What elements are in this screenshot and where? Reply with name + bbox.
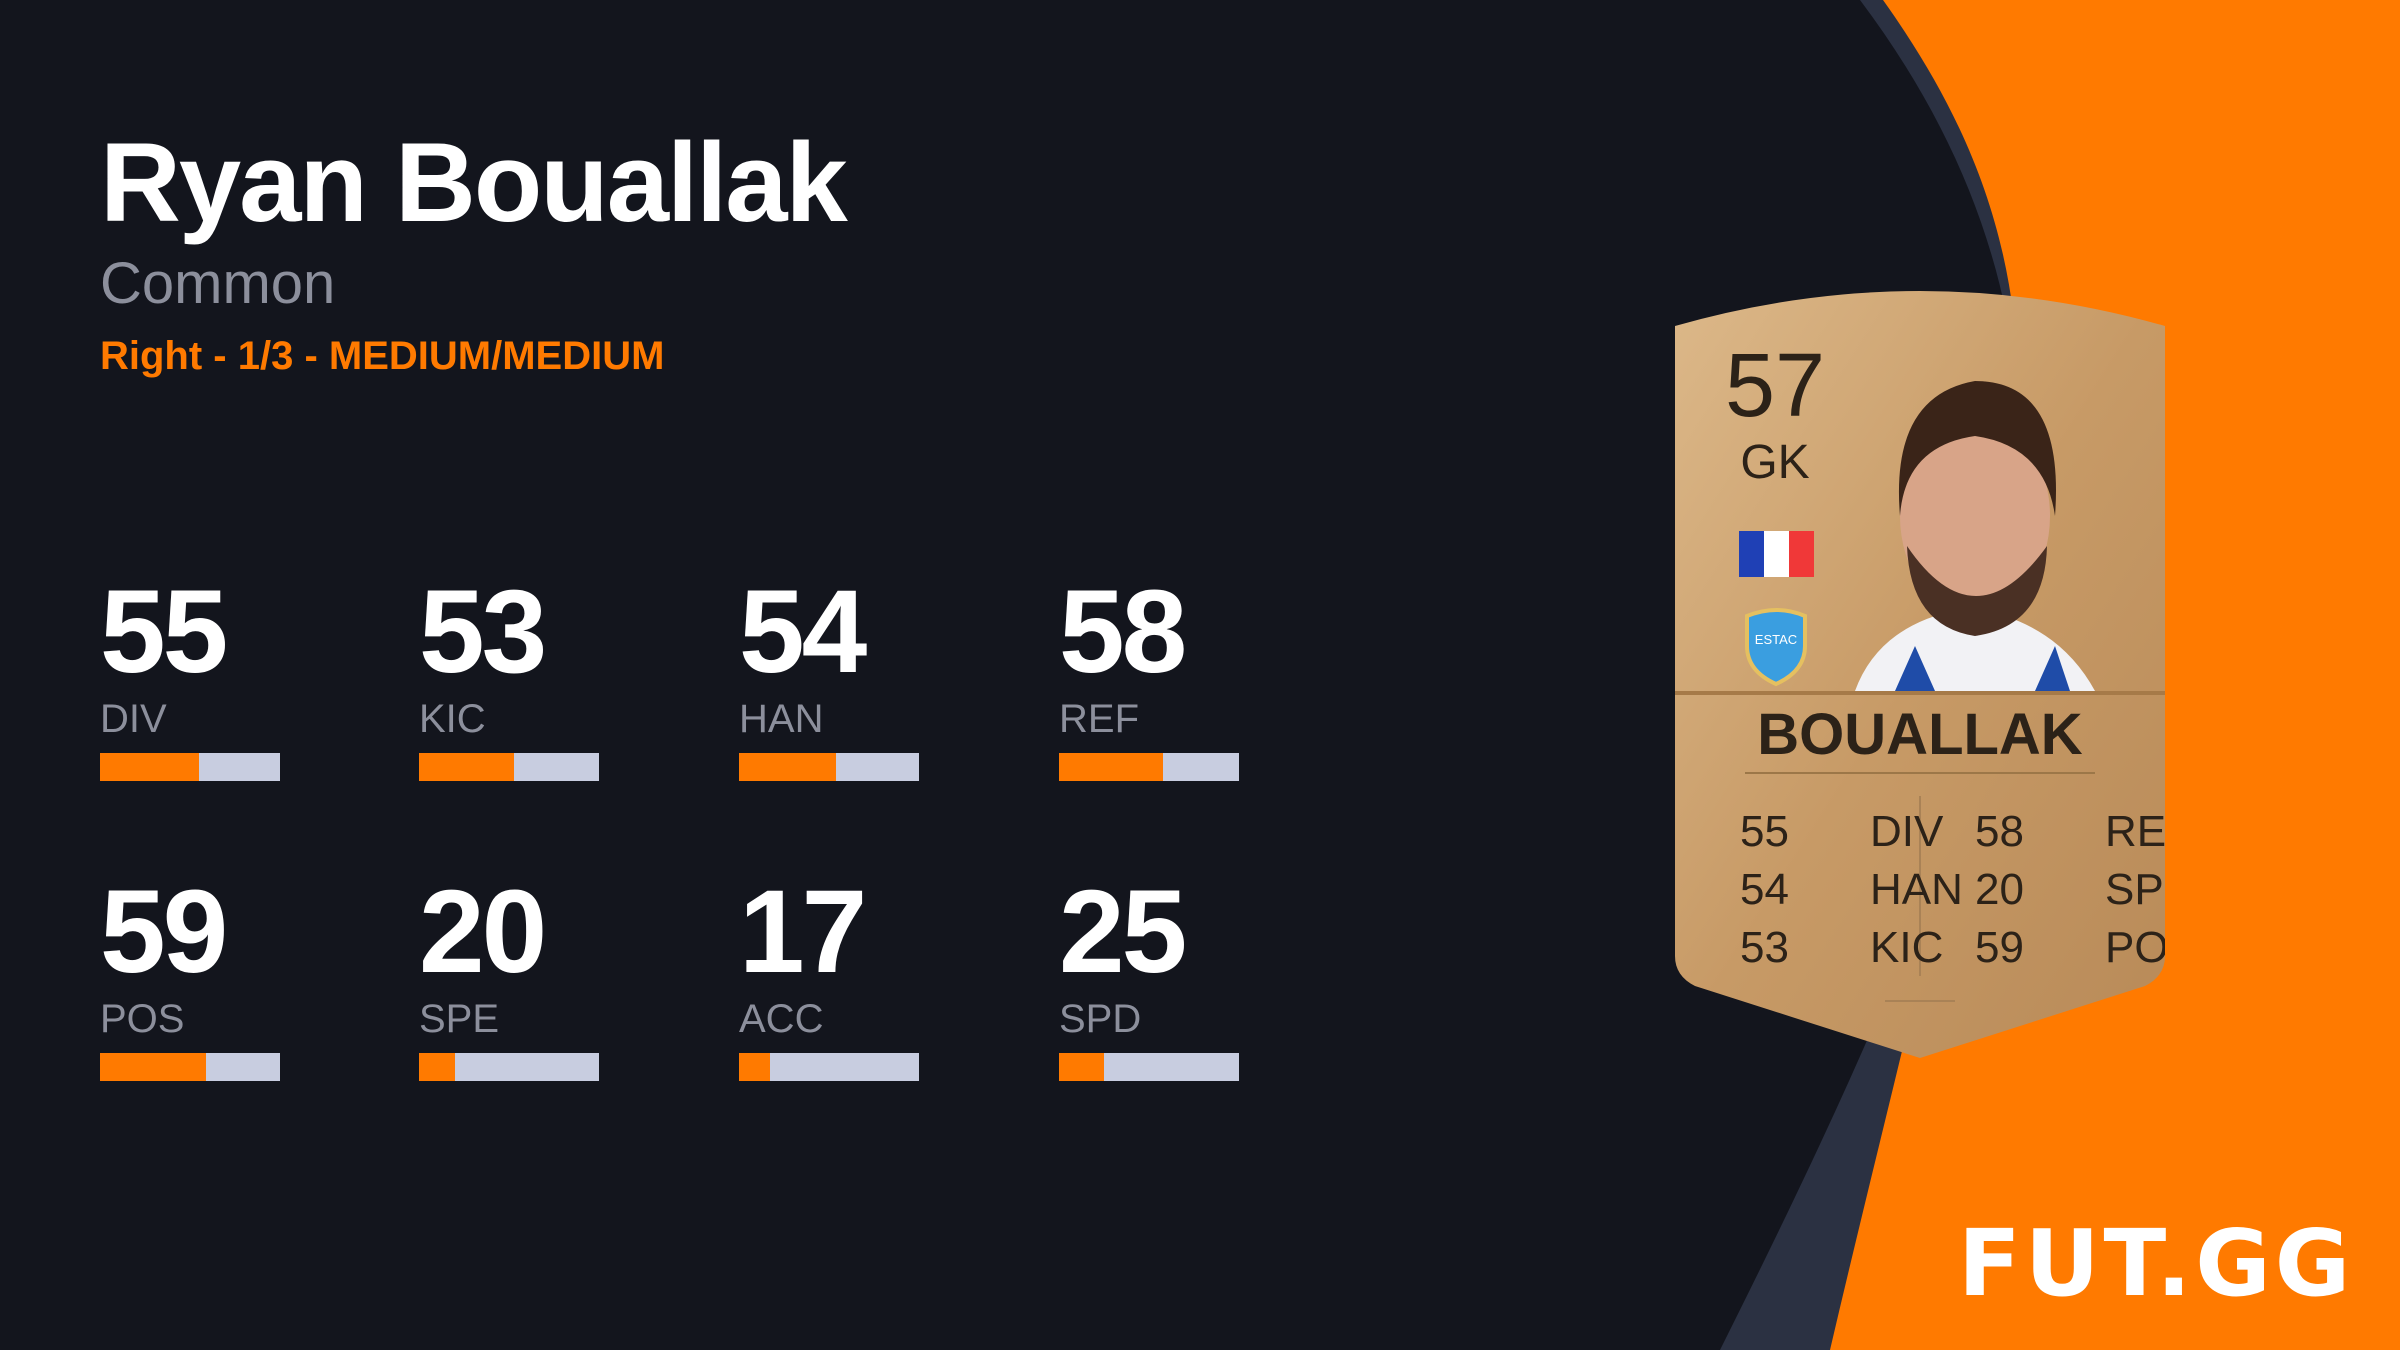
stat-bar-fill [100,1053,207,1081]
card-divider [1675,691,2165,695]
stat-label: ACC [739,997,824,1041]
stat-value: 59 [100,866,228,998]
stat-label: SPE [419,997,500,1041]
stat-han: 54 HAN [739,573,919,781]
card-stat-label: SPE [2105,865,2165,914]
france-flag-icon [1739,531,1814,577]
player-card[interactable]: 57 GK ESTAC BOUALLAK 55 DIV 54 HAN 53 KIC 58 RE… [1675,286,2165,1058]
player-name: Ryan Bouallak [100,120,848,245]
stat-bar [739,753,919,781]
stat-spe: 20 SPE [419,873,599,1081]
stat-label: POS [100,997,185,1041]
stat-bar [100,753,280,781]
stat-bar [1059,1053,1239,1081]
card-stat-label: POS [2105,923,2165,972]
stat-bar [419,753,599,781]
stat-ref: 58 REF [1059,573,1239,781]
stat-bar-fill [419,753,515,781]
stat-div: 55 DIV [100,573,280,781]
stat-bar-fill [739,753,837,781]
stat-bar [1059,753,1239,781]
card-stat-value: 59 [1975,923,2024,972]
card-player-name: BOUALLAK [1757,702,2083,767]
stat-value: 53 [419,566,547,698]
stat-value: 20 [419,866,547,998]
futgg-logo: FUT.GG [1958,1210,2355,1317]
stat-bar [100,1053,280,1081]
stat-value: 54 [739,566,867,698]
stat-bar-fill [739,1053,770,1081]
stat-pos: 59 POS [100,873,280,1081]
stat-label: SPD [1059,997,1142,1041]
card-stat-value: 53 [1740,923,1789,972]
player-preferences: Right - 1/3 - MEDIUM/MEDIUM [100,334,665,378]
stat-bar-fill [100,753,199,781]
stat-bar [419,1053,599,1081]
card-stat-label: REF [2105,807,2165,856]
card-stat-label: DIV [1870,807,1944,856]
stat-kic: 53 KIC [419,573,599,781]
stat-label: REF [1059,697,1139,741]
card-rarity: Common [100,251,336,316]
stat-value: 17 [739,866,867,998]
stat-label: HAN [739,697,824,741]
card-stat-value: 54 [1740,865,1789,914]
stat-acc: 17 ACC [739,873,919,1081]
stat-spd: 25 SPD [1059,873,1239,1081]
stat-bar-fill [1059,1053,1104,1081]
svg-text:ESTAC: ESTAC [1755,632,1797,647]
stat-bar [739,1053,919,1081]
club-badge-icon: ESTAC [1745,608,1807,687]
stat-bar-fill [1059,753,1164,781]
player-photo [1855,381,2095,691]
card-position: GK [1740,436,1809,489]
stat-value: 25 [1059,866,1187,998]
stat-value: 58 [1059,566,1187,698]
stat-label: DIV [100,697,167,741]
card-stat-value: 55 [1740,807,1789,856]
stat-value: 55 [100,566,228,698]
card-stat-label: HAN [1870,865,1963,914]
card-stat-value: 20 [1975,865,2024,914]
stat-label: KIC [419,697,486,741]
card-stat-value: 58 [1975,807,2024,856]
card-rating: 57 [1725,336,1825,436]
stat-bar-fill [419,1053,455,1081]
card-stat-label: KIC [1870,923,1943,972]
